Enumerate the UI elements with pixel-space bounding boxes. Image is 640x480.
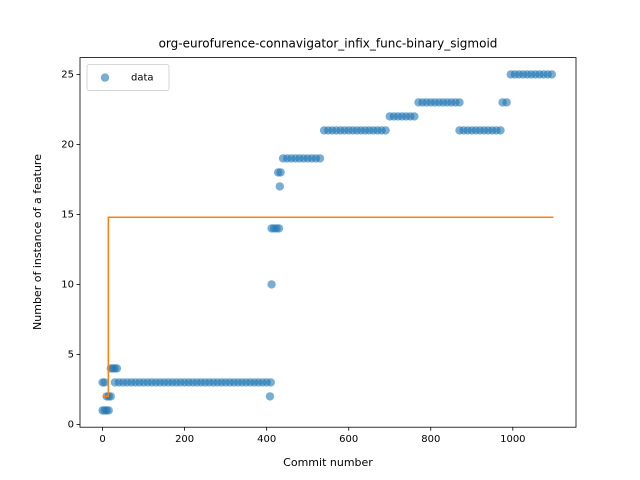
- y-tick-label: 10: [61, 279, 74, 290]
- x-tick-label: 400: [257, 434, 276, 445]
- data-point: [275, 182, 284, 191]
- x-tick-label: 600: [339, 434, 358, 445]
- data-point: [455, 98, 464, 107]
- x-tick-label: 0: [99, 434, 105, 445]
- data-point: [265, 392, 275, 401]
- y-tick-label: 25: [61, 69, 74, 80]
- data-point: [381, 126, 390, 135]
- x-axis-label: Commit number: [283, 456, 373, 469]
- data-point: [112, 364, 122, 373]
- data-point: [496, 126, 505, 135]
- legend-label: data: [131, 73, 154, 84]
- data-point: [315, 154, 325, 163]
- y-tick-label: 5: [68, 349, 74, 360]
- x-tick-label: 200: [175, 434, 194, 445]
- legend-box: [86, 64, 170, 91]
- chart-title: org-eurofurence-connavigator_infix_func-…: [159, 37, 498, 51]
- data-point: [104, 406, 113, 415]
- data-point: [276, 168, 285, 177]
- data-point: [274, 224, 284, 233]
- data-point: [547, 70, 556, 79]
- data-point: [266, 378, 275, 387]
- y-tick-label: 0: [68, 419, 74, 430]
- x-tick-label: 800: [421, 434, 440, 445]
- y-tick-label: 15: [61, 209, 74, 220]
- data-point: [410, 112, 419, 121]
- x-tick-label: 1000: [500, 434, 525, 445]
- data-point: [100, 378, 109, 387]
- data-point: [502, 98, 511, 107]
- y-axis-label: Number of instance of a feature: [31, 154, 44, 330]
- plot-frame: [79, 57, 577, 428]
- legend-marker: [100, 73, 110, 82]
- y-tick-label: 20: [61, 139, 74, 150]
- fit-line: [102, 216, 554, 398]
- data-point: [267, 280, 276, 289]
